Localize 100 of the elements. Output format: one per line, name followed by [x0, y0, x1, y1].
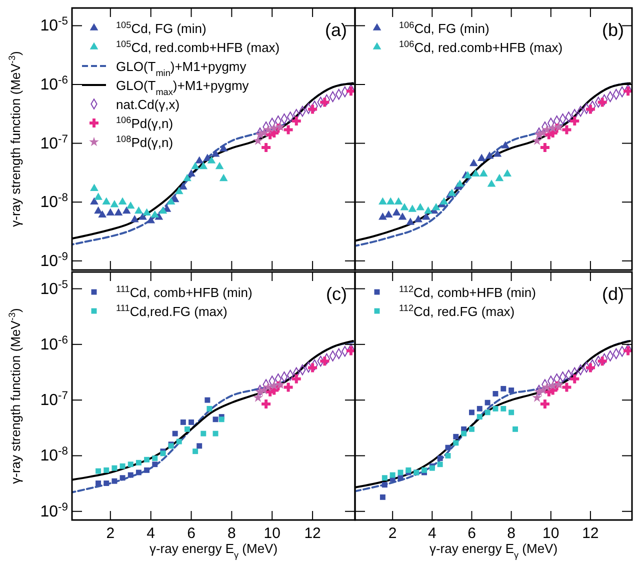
point: [470, 158, 478, 166]
point: [166, 197, 176, 204]
point: [445, 444, 451, 450]
x-tick-label: 8: [507, 525, 516, 542]
point: [98, 210, 106, 218]
point: [138, 212, 147, 220]
point: [184, 426, 190, 432]
point: [394, 197, 403, 204]
point: [195, 156, 204, 164]
legend-label: $^{106}$Cd, FG (min): [399, 20, 490, 36]
point: [308, 363, 318, 372]
legend-label: $^{111}$Cd, comb+HFB (min): [116, 284, 252, 300]
annotation: (b): [602, 20, 624, 40]
legend-label: $^{105}$Cd, red.comb+HFB (max): [116, 39, 280, 55]
point: [320, 356, 330, 366]
y-tick-label: 10$^{-7}$: [40, 133, 68, 152]
point: [570, 374, 580, 384]
point: [542, 124, 552, 134]
point: [150, 210, 160, 218]
point: [219, 144, 228, 152]
point: [104, 480, 110, 486]
point: [422, 212, 430, 220]
point: [477, 154, 486, 161]
point: [495, 174, 504, 182]
point: [196, 443, 202, 449]
legend-label: $^{106}$Cd, red.comb+HFB (max): [399, 39, 563, 55]
point: [487, 180, 496, 187]
point: [144, 467, 150, 473]
x-tick-label: 12: [304, 525, 321, 542]
point: [562, 382, 572, 392]
point: [253, 392, 263, 402]
point: [206, 406, 212, 412]
point: [130, 214, 139, 222]
point: [180, 419, 186, 425]
y-tick-label: 10$^{-6}$: [40, 74, 68, 94]
y-tick-label: 10$^{-5}$: [40, 16, 68, 35]
point: [128, 462, 134, 468]
legend-label: $^{105}$Cd, FG (min): [116, 20, 206, 36]
point: [512, 426, 518, 432]
point: [114, 208, 123, 216]
point: [192, 448, 198, 454]
point: [152, 462, 158, 468]
point: [562, 125, 572, 134]
point: [346, 346, 355, 356]
point: [183, 174, 192, 182]
point: [476, 414, 482, 420]
point: [392, 208, 401, 216]
point: [200, 430, 206, 436]
point: [144, 456, 150, 462]
point: [152, 456, 158, 462]
legend-label: GLO(T$_{min}$)+M1+pygmy: [116, 59, 247, 78]
point: [199, 162, 208, 170]
point: [158, 206, 168, 214]
x-tick-label: 2: [388, 525, 397, 542]
x-tick-label: 4: [428, 525, 436, 542]
point: [456, 180, 464, 187]
point: [570, 116, 580, 126]
point: [624, 346, 632, 356]
point: [212, 416, 218, 422]
annotation: (d): [602, 284, 624, 304]
point: [120, 463, 126, 469]
point: [112, 478, 118, 484]
point: [532, 392, 542, 402]
legend-label: $^{111}$Cd,red.FG (max): [116, 303, 228, 319]
point: [292, 374, 301, 384]
point: [179, 182, 188, 190]
point: [378, 212, 387, 220]
point: [122, 206, 131, 214]
point: [398, 470, 404, 476]
legend-label: $^{108}$Pd(γ,n): [116, 134, 174, 150]
point: [542, 382, 552, 392]
point: [548, 380, 558, 390]
point: [382, 482, 388, 488]
y-tick-label: 10$^{-9}$: [40, 501, 68, 520]
point: [174, 186, 184, 194]
point: [308, 104, 318, 114]
x-tick-label: 2: [106, 525, 115, 542]
y-tick-label: 10$^{-5}$: [40, 278, 68, 298]
point: [219, 174, 228, 182]
point: [188, 419, 194, 425]
point: [215, 162, 224, 170]
point: [146, 216, 155, 224]
point: [110, 200, 119, 208]
point: [503, 169, 512, 176]
point: [320, 98, 330, 107]
point: [102, 197, 111, 204]
point: [540, 399, 550, 408]
point: [400, 202, 409, 210]
y-tick-label: 10$^{-7}$: [40, 390, 68, 410]
legend-label: nat.Cd(γ,x): [116, 97, 180, 112]
point: [445, 452, 451, 458]
point: [96, 468, 102, 474]
point: [472, 169, 480, 176]
x-tick-label: 10: [264, 525, 280, 542]
point: [346, 86, 355, 96]
point: [414, 214, 422, 222]
point: [586, 363, 595, 372]
point: [398, 475, 404, 481]
x-axis-title: γ-ray energy E$_{γ}$ (MeV): [149, 541, 278, 560]
point: [424, 206, 432, 214]
